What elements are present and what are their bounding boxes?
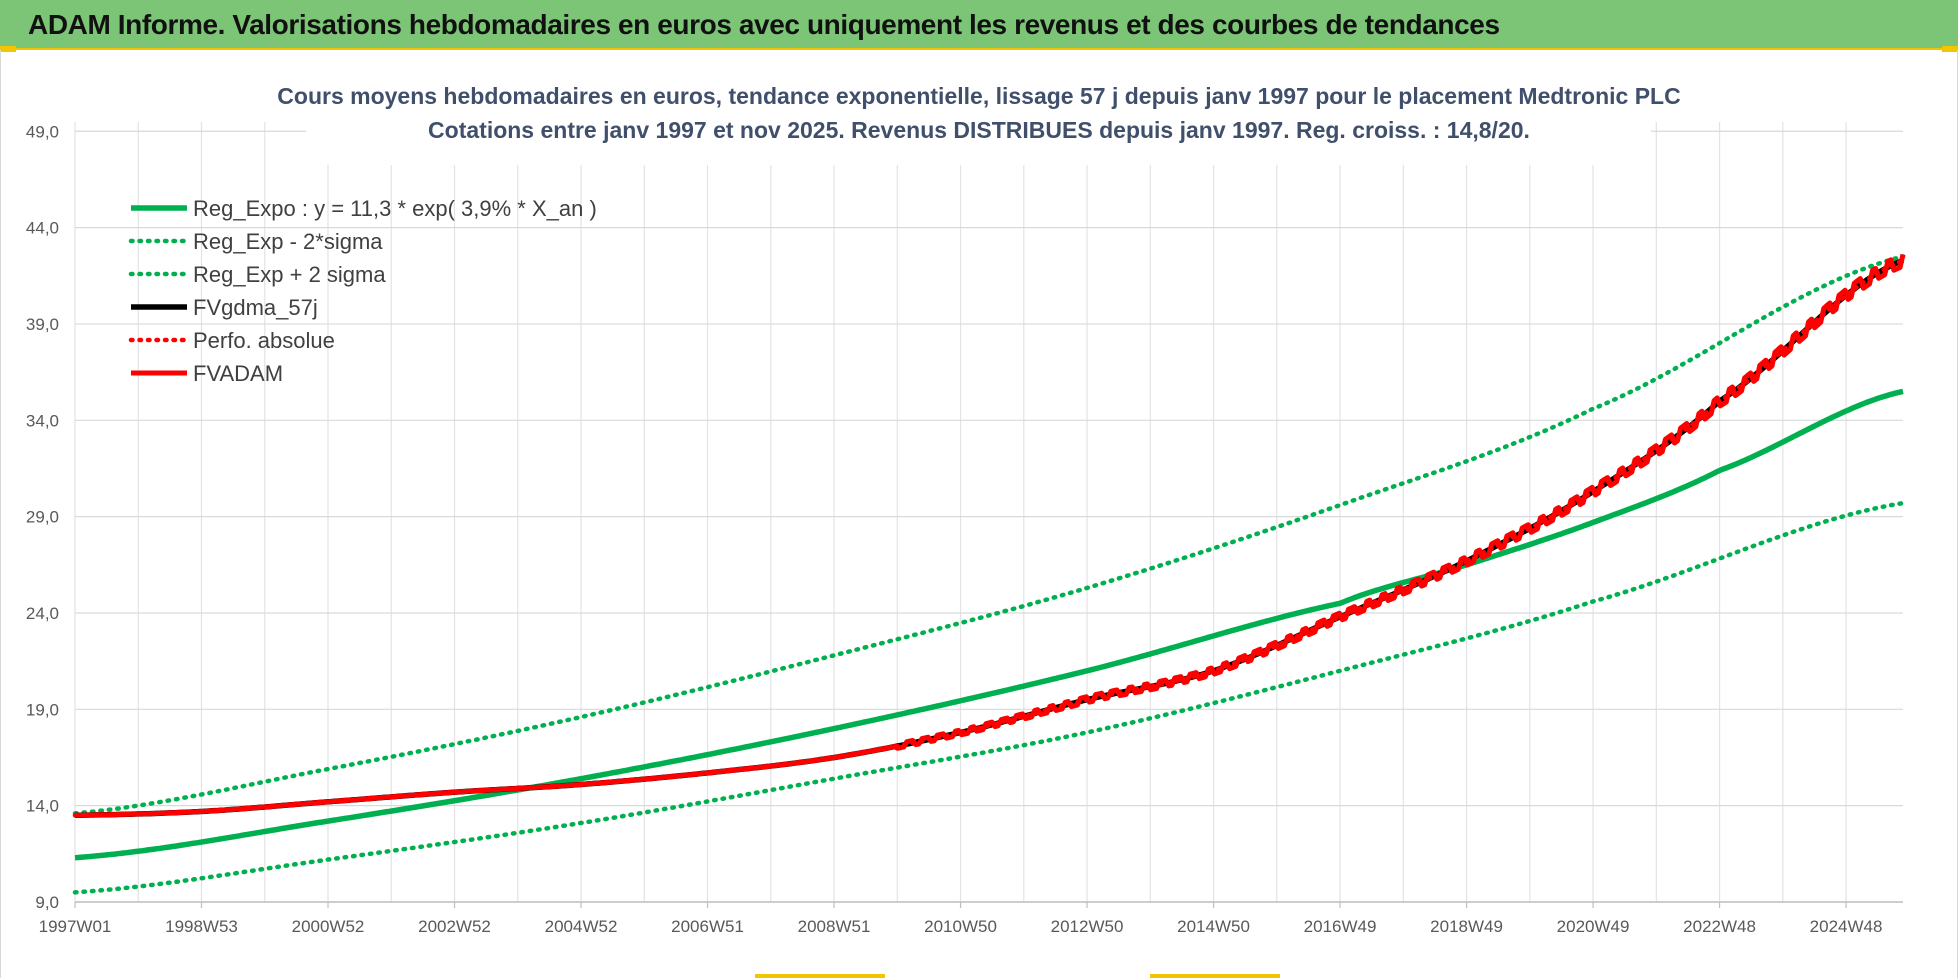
legend-label: FVgdma_57j: [193, 295, 318, 320]
x-tick-label: 2002W52: [418, 917, 491, 936]
x-tick-label: 2016W49: [1304, 917, 1377, 936]
x-tick-label: 2006W51: [671, 917, 744, 936]
x-tick-label: 2004W52: [545, 917, 618, 936]
y-tick-label: 34,0: [26, 411, 59, 430]
series-lines: [72, 253, 1906, 895]
bottom-marker-1: [755, 974, 885, 978]
x-tick-label: 2020W49: [1557, 917, 1630, 936]
x-tick-label: 2008W51: [798, 917, 871, 936]
legend-label: Reg_Exp + 2 sigma: [193, 262, 386, 287]
x-tick-label: 2014W50: [1177, 917, 1250, 936]
x-tick-label: 2018W49: [1430, 917, 1503, 936]
y-tick-label: 24,0: [26, 604, 59, 623]
chart-title-line-2: Cotations entre janv 1997 et nov 2025. R…: [428, 117, 1530, 143]
chart-title-line-1: Cours moyens hebdomadaires en euros, ten…: [277, 83, 1680, 109]
x-tick-label: 2010W50: [924, 917, 997, 936]
y-tick-label: 9,0: [35, 893, 59, 912]
x-tick-label: 2022W48: [1683, 917, 1756, 936]
y-tick-label: 29,0: [26, 508, 59, 527]
y-tick-label: 49,0: [26, 122, 59, 141]
title-background: [306, 80, 1651, 165]
series-line-fvgdma-57j: [74, 257, 1905, 819]
chart-area: Cours moyens hebdomadaires en euros, ten…: [0, 50, 1958, 978]
series-line-fvadam: [74, 253, 1906, 818]
x-tick-label: 2000W52: [292, 917, 365, 936]
x-tick-label: 2024W48: [1810, 917, 1883, 936]
legend-label: Reg_Expo : y = 11,3 * exp( 3,9% * X_an ): [193, 196, 597, 221]
series-line-reg-exp-2-sigma: [72, 500, 1906, 895]
y-tick-label: 14,0: [26, 797, 59, 816]
header-bar: ADAM Informe. Valorisations hebdomadaire…: [0, 0, 1958, 50]
y-axis-ticks: 9,0 14,0 19,0 24,0 29,0 34,0 39,0 44,0 49,0: [26, 122, 59, 912]
corner-marker-right: [1942, 46, 1958, 52]
legend-label: FVADAM: [193, 361, 283, 386]
series-line-reg-exp-2-sigma: [72, 254, 1906, 816]
header-title: ADAM Informe. Valorisations hebdomadaire…: [28, 9, 1500, 40]
y-tick-label: 44,0: [26, 219, 59, 238]
series-line-reg-expo-y-11-3-exp-3-9-x-an: [74, 388, 1904, 861]
legend: Reg_Expo : y = 11,3 * exp( 3,9% * X_an )…: [128, 196, 597, 386]
bottom-marker-2: [1150, 974, 1280, 978]
series-line-perfo-absolue: [72, 258, 1906, 818]
y-tick-label: 19,0: [26, 700, 59, 719]
y-tick-label: 39,0: [26, 315, 59, 334]
x-axis-ticks: 1997W01 1998W53 2000W52 2002W52 2004W52 2006W…: [39, 902, 1883, 936]
legend-label: Reg_Exp - 2*sigma: [193, 229, 383, 254]
legend-label: Perfo. absolue: [193, 328, 335, 353]
x-tick-label: 1997W01: [39, 917, 112, 936]
x-tick-label: 2012W50: [1051, 917, 1124, 936]
x-tick-label: 1998W53: [165, 917, 238, 936]
line-chart: Cours moyens hebdomadaires en euros, ten…: [26, 80, 1906, 936]
corner-marker-left: [0, 46, 16, 52]
